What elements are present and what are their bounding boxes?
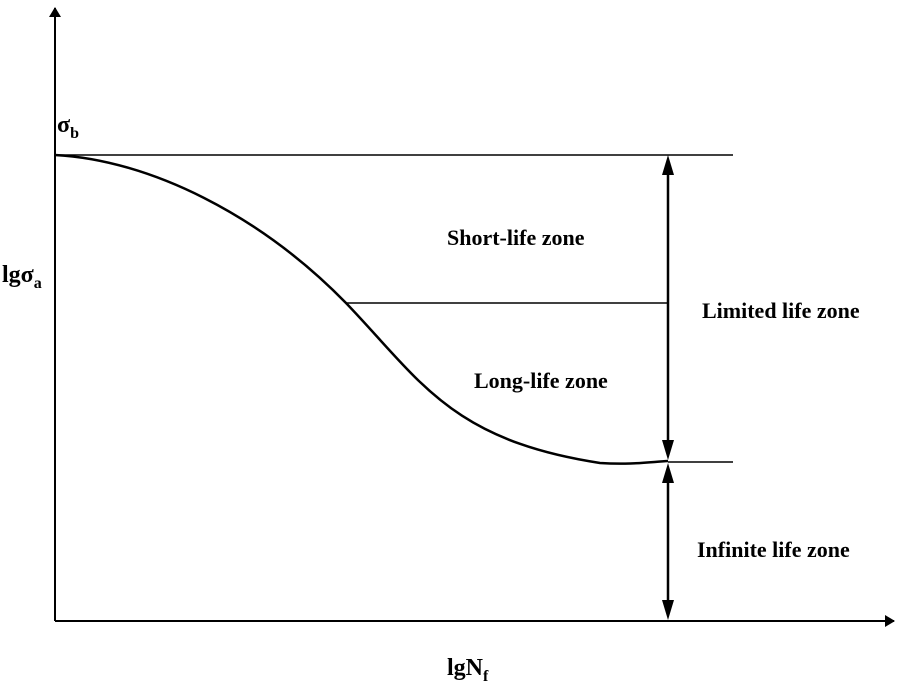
short-life-zone-label: Short-life zone [447,225,585,250]
y-axis-label: lgσa [2,262,42,292]
infinite-life-zone-label: Infinite life zone [697,537,850,562]
limited-life-arrow-head-bottom [662,440,674,460]
sn-curve [54,153,669,465]
infinite-life-arrow-head-bottom [662,600,674,620]
x-axis-label: lgNf [447,655,489,685]
limited-life-arrow-head-top [662,155,674,175]
sigma-b-label: σb [57,112,79,142]
infinite-life-arrow-head-top [662,463,674,483]
long-life-zone-label: Long-life zone [474,368,608,393]
limited-life-zone-label: Limited life zone [702,298,860,323]
